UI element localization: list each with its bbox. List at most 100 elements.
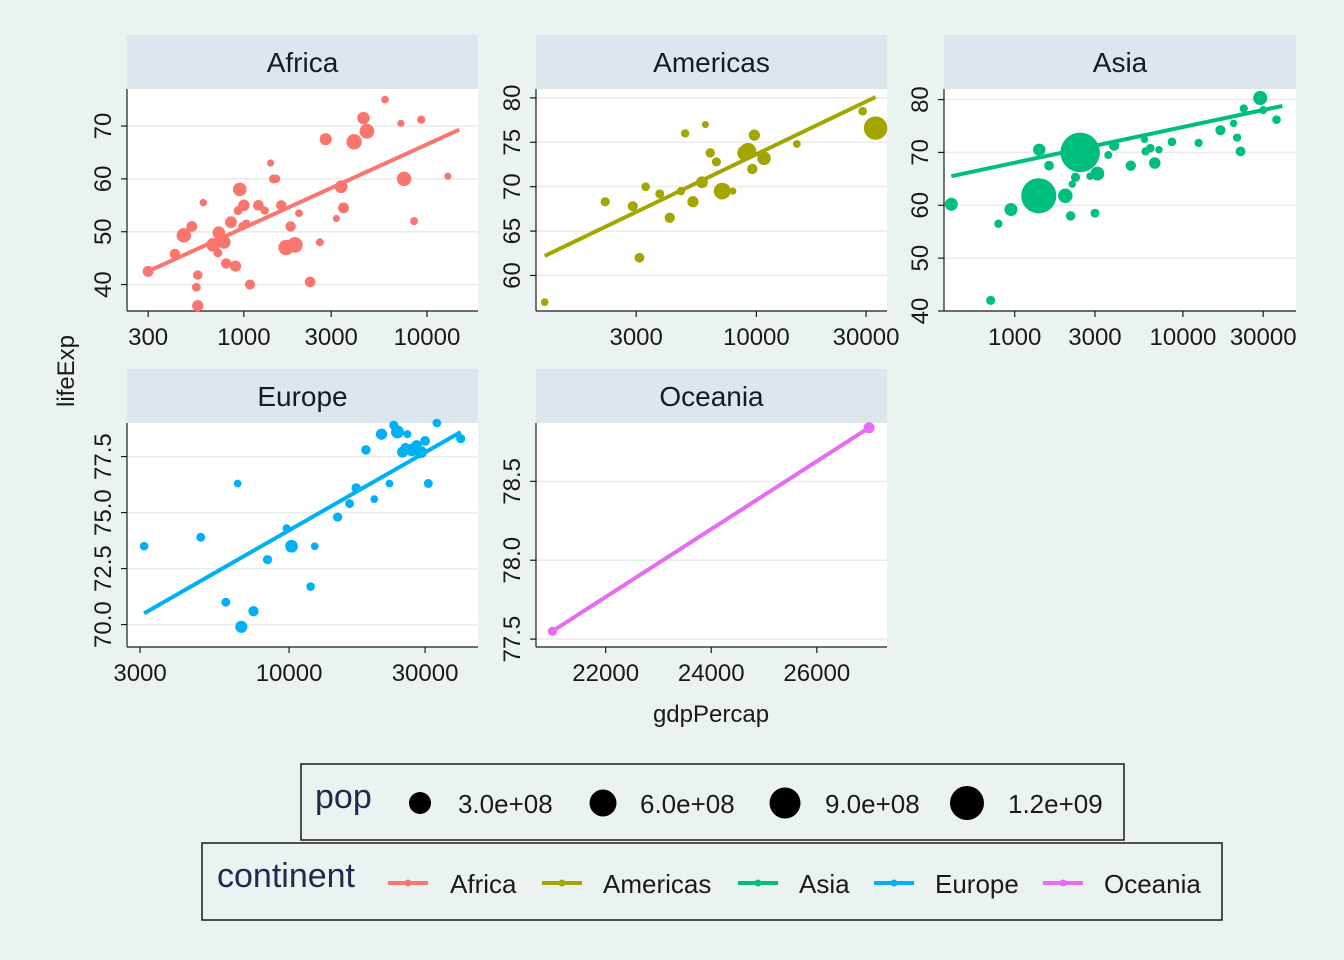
- point-oceania-1: [863, 422, 875, 434]
- point-americas-18: [747, 163, 758, 175]
- y-tick-label-africa-0: 40: [90, 271, 117, 298]
- point-africa-21: [253, 199, 264, 211]
- legend-key-asia-dot: [754, 879, 762, 887]
- point-africa-7: [199, 198, 207, 207]
- trend-line-oceania: [551, 426, 871, 633]
- plot-area-oceania: [536, 423, 887, 647]
- point-europe-22: [403, 430, 412, 439]
- legend-key-africa-dot: [404, 879, 412, 887]
- point-europe-29: [456, 434, 466, 444]
- strip-label-oceania: Oceania: [659, 381, 764, 412]
- panel-europe: Europe 70.0 72.5 75.0 77.5 3000 10000 30000: [90, 369, 478, 687]
- point-asia-20: [1146, 143, 1155, 153]
- point-africa-31: [304, 276, 316, 288]
- point-africa-19: [241, 219, 251, 229]
- point-europe-5: [248, 605, 259, 617]
- point-africa-22: [260, 206, 269, 215]
- x-tick-label-asia-1: 3000: [1068, 324, 1121, 351]
- point-asia-22: [1155, 146, 1163, 154]
- point-americas-3: [634, 252, 645, 263]
- y-axis-title: lifeExp: [53, 335, 80, 407]
- point-asia-9: [1068, 180, 1077, 188]
- x-tick-label-africa-3: 10000: [394, 324, 461, 351]
- y-tick-label-europe-1: 72.5: [90, 545, 117, 592]
- point-africa-42: [396, 171, 412, 187]
- point-africa-41: [397, 119, 405, 127]
- point-americas-4: [641, 182, 650, 191]
- point-europe-12: [345, 499, 355, 509]
- point-asia-13: [1090, 208, 1100, 218]
- y-tick-label-americas-0: 60: [499, 262, 526, 289]
- plot-area-europe: [127, 423, 478, 647]
- point-asia-29: [1239, 104, 1248, 113]
- point-europe-19: [390, 425, 404, 439]
- point-europe-13: [351, 483, 361, 493]
- point-asia-1: [986, 295, 996, 306]
- panel-americas: Americas 60 65 70 75 80 3000 10000 30000: [499, 35, 899, 351]
- point-americas-13: [711, 157, 721, 167]
- point-americas-19: [748, 129, 760, 141]
- point-asia-3: [1004, 203, 1018, 217]
- point-americas-8: [680, 129, 690, 138]
- trend-line-europe: [143, 430, 462, 616]
- point-europe-15: [370, 495, 379, 504]
- point-oceania-0: [547, 626, 557, 636]
- point-europe-25: [414, 446, 427, 459]
- x-tick-label-oceania-2: 26000: [783, 660, 850, 687]
- point-europe-14: [361, 445, 371, 455]
- legend-pop-label-4: 1.2e+09: [1008, 789, 1103, 819]
- x-tick-label-europe-2: 30000: [392, 660, 459, 687]
- point-americas-14: [713, 182, 731, 200]
- point-americas-1: [600, 197, 610, 207]
- point-asia-16: [1108, 140, 1120, 151]
- strip-label-americas: Americas: [653, 47, 770, 78]
- point-americas-21: [792, 140, 801, 148]
- legend-label-oceania: Oceania: [1104, 869, 1201, 899]
- legend-pop-label-2: 6.0e+08: [640, 789, 735, 819]
- y-tick-label-asia-0: 40: [907, 298, 934, 325]
- legend-pop-label-3: 9.0e+08: [825, 789, 920, 819]
- point-europe-16: [375, 428, 388, 440]
- point-africa-3: [186, 220, 198, 232]
- point-asia-4: [1021, 178, 1057, 214]
- y-tick-label-americas-4: 80: [499, 85, 526, 112]
- x-tick-label-asia-3: 30000: [1230, 324, 1297, 351]
- y-tick-label-oceania-2: 78.5: [499, 458, 526, 505]
- x-tick-label-oceania-0: 22000: [572, 660, 639, 687]
- point-americas-11: [701, 120, 709, 129]
- point-africa-29: [287, 237, 303, 253]
- panel-africa: Africa 40 50 60 70 300 1000 3000 10000: [90, 35, 478, 351]
- point-africa-34: [332, 214, 340, 223]
- point-africa-45: [444, 172, 452, 180]
- x-tick-label-africa-0: 300: [128, 324, 168, 351]
- legend-label-africa: Africa: [450, 869, 517, 899]
- data-layer-africa: [142, 95, 461, 312]
- y-tick-label-africa-3: 70: [90, 113, 117, 140]
- point-europe-6: [262, 555, 273, 565]
- y-tick-label-oceania-0: 77.5: [499, 616, 526, 663]
- point-asia-10: [1070, 172, 1081, 182]
- legend-continent: continent Africa Americas Asia Europe Oc…: [201, 842, 1223, 921]
- x-axis-title: gdpPercap: [653, 701, 769, 728]
- plot-area-asia: [944, 89, 1296, 311]
- point-europe-10: [310, 542, 319, 551]
- trend-line-americas: [543, 95, 877, 258]
- point-asia-25: [1215, 125, 1226, 136]
- x-tick-label-africa-2: 3000: [305, 324, 358, 351]
- point-asia-11: [1060, 132, 1100, 173]
- x-tick-label-europe-0: 3000: [113, 660, 166, 687]
- point-africa-40: [381, 95, 389, 104]
- point-africa-35: [334, 180, 348, 194]
- legend-label-asia: Asia: [799, 869, 850, 899]
- point-africa-2: [176, 228, 192, 243]
- point-africa-36: [338, 202, 349, 214]
- point-africa-33: [319, 133, 332, 146]
- point-asia-0: [944, 197, 958, 211]
- x-tick-label-asia-0: 1000: [988, 324, 1041, 351]
- legend-pop-key-2: [589, 789, 617, 817]
- strip-africa: [127, 35, 478, 89]
- y-tick-label-africa-2: 60: [90, 166, 117, 193]
- point-asia-6: [1044, 160, 1054, 171]
- point-africa-13: [225, 216, 237, 229]
